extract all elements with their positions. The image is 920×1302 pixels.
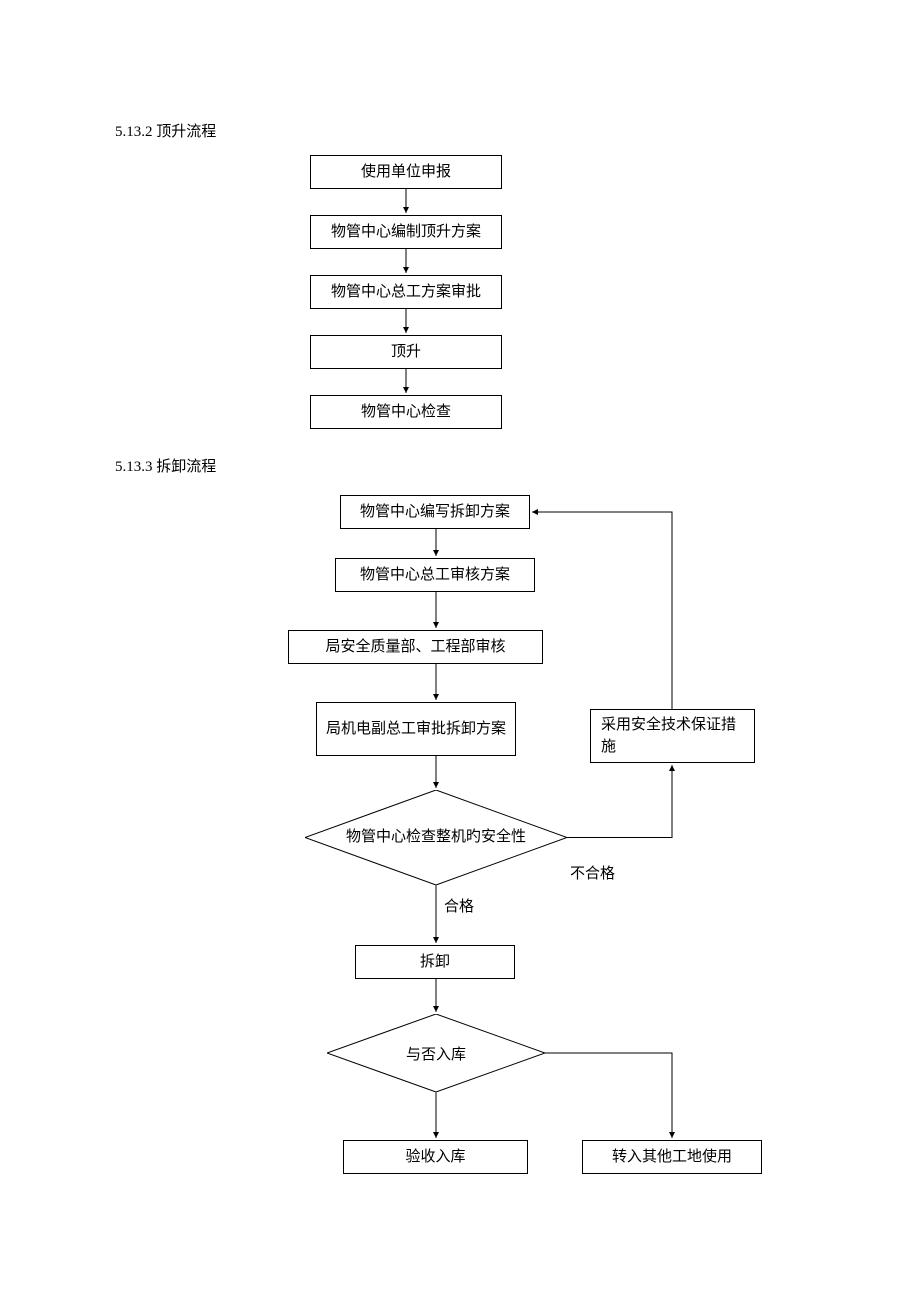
page: 5.13.2 顶升流程 使用单位申报 物管中心编制顶升方案 物管中心总工方案审批… [0,0,920,1302]
flow2-node-5: 拆卸 [355,945,515,979]
flow1-node-5: 物管中心检查 [310,395,502,429]
flow2-node-8: 采用安全技术保证措施 [590,709,755,763]
flow1-node-4: 顶升 [310,335,502,369]
section-title-1: 5.13.2 顶升流程 [115,120,216,141]
flow2-label-fail: 不合格 [570,862,615,883]
flow2-decision-1-text: 物管中心检查整机旳安全性 [305,790,567,885]
flow2-node-1: 物管中心编写拆卸方案 [340,495,530,529]
flow2-label-pass: 合格 [444,895,474,916]
flow2-node-7: 转入其他工地使用 [582,1140,762,1174]
flow1-node-1: 使用单位申报 [310,155,502,189]
flow2-node-6: 验收入库 [343,1140,528,1174]
flow2-node-3: 局安全质量部、工程部审核 [288,630,543,664]
flow2-decision-2: 与否入库 [327,1014,545,1092]
flow2-node-2: 物管中心总工审核方案 [335,558,535,592]
flow1-node-2: 物管中心编制顶升方案 [310,215,502,249]
flow1-node-3: 物管中心总工方案审批 [310,275,502,309]
flow2-decision-1: 物管中心检查整机旳安全性 [305,790,567,885]
flow2-node-4: 局机电副总工审批拆卸方案 [316,702,516,756]
flow2-decision-2-text: 与否入库 [327,1014,545,1092]
section-title-2: 5.13.3 拆卸流程 [115,455,216,476]
